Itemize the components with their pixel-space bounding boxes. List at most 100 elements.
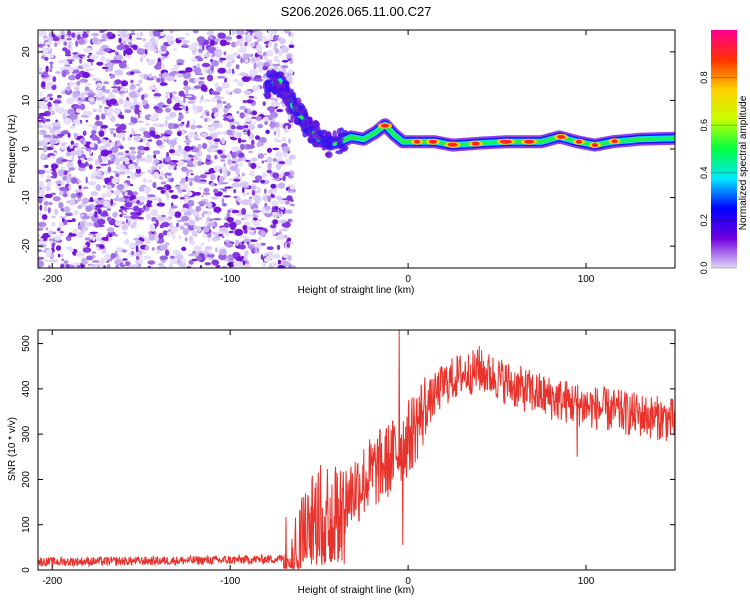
noise-blob — [95, 184, 102, 191]
noise-blob — [160, 63, 165, 70]
noise-blob — [265, 44, 269, 48]
noise-blob — [108, 237, 113, 242]
noise-blob — [135, 243, 143, 246]
noise-blob — [183, 151, 188, 156]
noise-blob — [160, 44, 167, 52]
noise-blob — [281, 223, 286, 227]
noise-blob — [39, 91, 43, 97]
noise-blob — [249, 239, 258, 242]
noise-blob — [251, 189, 255, 196]
noise-blob — [58, 169, 65, 177]
noise-blob — [150, 209, 158, 217]
noise-blob — [272, 158, 278, 162]
noise-blob — [192, 30, 199, 34]
noise-blob — [97, 218, 106, 225]
noise-blob — [160, 189, 166, 194]
noise-blob — [188, 259, 194, 266]
noise-blob — [115, 264, 119, 268]
noise-blob — [236, 35, 243, 39]
noise-blob — [88, 97, 95, 102]
noise-blob — [72, 90, 79, 98]
noise-blob — [106, 62, 113, 68]
noise-blob — [127, 192, 134, 196]
colorbar-tick-label: 0.6 — [699, 119, 709, 132]
noise-blob — [128, 242, 137, 249]
noise-blob — [201, 194, 204, 198]
noise-blob — [101, 251, 107, 254]
noise-blob — [173, 256, 181, 259]
noise-blob — [200, 132, 208, 137]
noise-blob — [266, 50, 274, 57]
noise-blob — [255, 227, 264, 230]
noise-blob — [176, 59, 185, 64]
noise-blob — [82, 62, 89, 69]
noise-blob — [267, 38, 275, 41]
noise-blob — [258, 236, 262, 241]
noise-blob — [238, 46, 247, 54]
noise-blob — [138, 186, 145, 192]
noise-blob — [55, 119, 59, 123]
noise-blob — [75, 108, 81, 113]
noise-blob — [86, 147, 91, 152]
noise-blob — [43, 141, 48, 148]
noise-blob — [235, 64, 240, 70]
noise-blob — [104, 106, 110, 109]
noise-blob — [158, 145, 166, 149]
noise-blob — [248, 196, 253, 199]
noise-blob — [69, 144, 74, 149]
noise-blob — [179, 225, 185, 230]
noise-blob — [226, 217, 234, 222]
noise-blob — [51, 259, 58, 263]
noise-blob — [280, 46, 289, 54]
noise-blob — [115, 60, 123, 64]
noise-blob — [71, 218, 76, 222]
noise-blob — [144, 156, 153, 164]
noise-blob — [255, 251, 260, 254]
noise-blob — [117, 197, 126, 202]
noise-blob — [275, 121, 280, 129]
ridge-scatter — [272, 72, 280, 78]
noise-blob — [60, 166, 67, 170]
noise-blob — [38, 249, 43, 252]
noise-blob — [223, 107, 228, 114]
noise-blob — [135, 211, 142, 216]
noise-blob — [170, 139, 176, 143]
noise-blob — [136, 200, 140, 204]
noise-blob — [106, 31, 113, 37]
noise-blob — [38, 227, 44, 231]
noise-blob — [196, 255, 203, 262]
noise-blob — [49, 61, 54, 64]
noise-blob — [78, 38, 86, 45]
noise-blob — [86, 111, 93, 116]
noise-blob — [183, 80, 189, 87]
noise-blob — [263, 152, 267, 156]
noise-blob — [147, 169, 153, 174]
noise-blob — [97, 264, 100, 268]
noise-blob — [215, 96, 225, 100]
noise-blob — [38, 119, 45, 122]
noise-blob — [239, 244, 246, 250]
noise-blob — [287, 191, 295, 194]
noise-blob — [99, 163, 109, 166]
noise-blob — [251, 139, 255, 146]
noise-blob — [266, 156, 273, 163]
noise-blob — [120, 130, 127, 133]
noise-blob — [288, 44, 295, 49]
noise-blob — [85, 119, 89, 123]
noise-blob — [190, 124, 196, 130]
noise-blob — [117, 30, 121, 34]
spectrogram-x-tick-label: 100 — [578, 274, 595, 285]
noise-blob — [225, 239, 230, 243]
noise-blob — [193, 224, 197, 230]
noise-blob — [246, 144, 255, 149]
noise-blob — [185, 88, 189, 95]
noise-blob — [68, 184, 72, 190]
noise-blob — [167, 167, 172, 170]
noise-blob — [172, 249, 181, 256]
noise-blob — [244, 41, 248, 47]
noise-blob — [251, 85, 261, 92]
noise-blob — [47, 44, 50, 47]
noise-blob — [90, 191, 99, 197]
noise-blob — [60, 142, 68, 145]
noise-blob — [274, 47, 279, 55]
